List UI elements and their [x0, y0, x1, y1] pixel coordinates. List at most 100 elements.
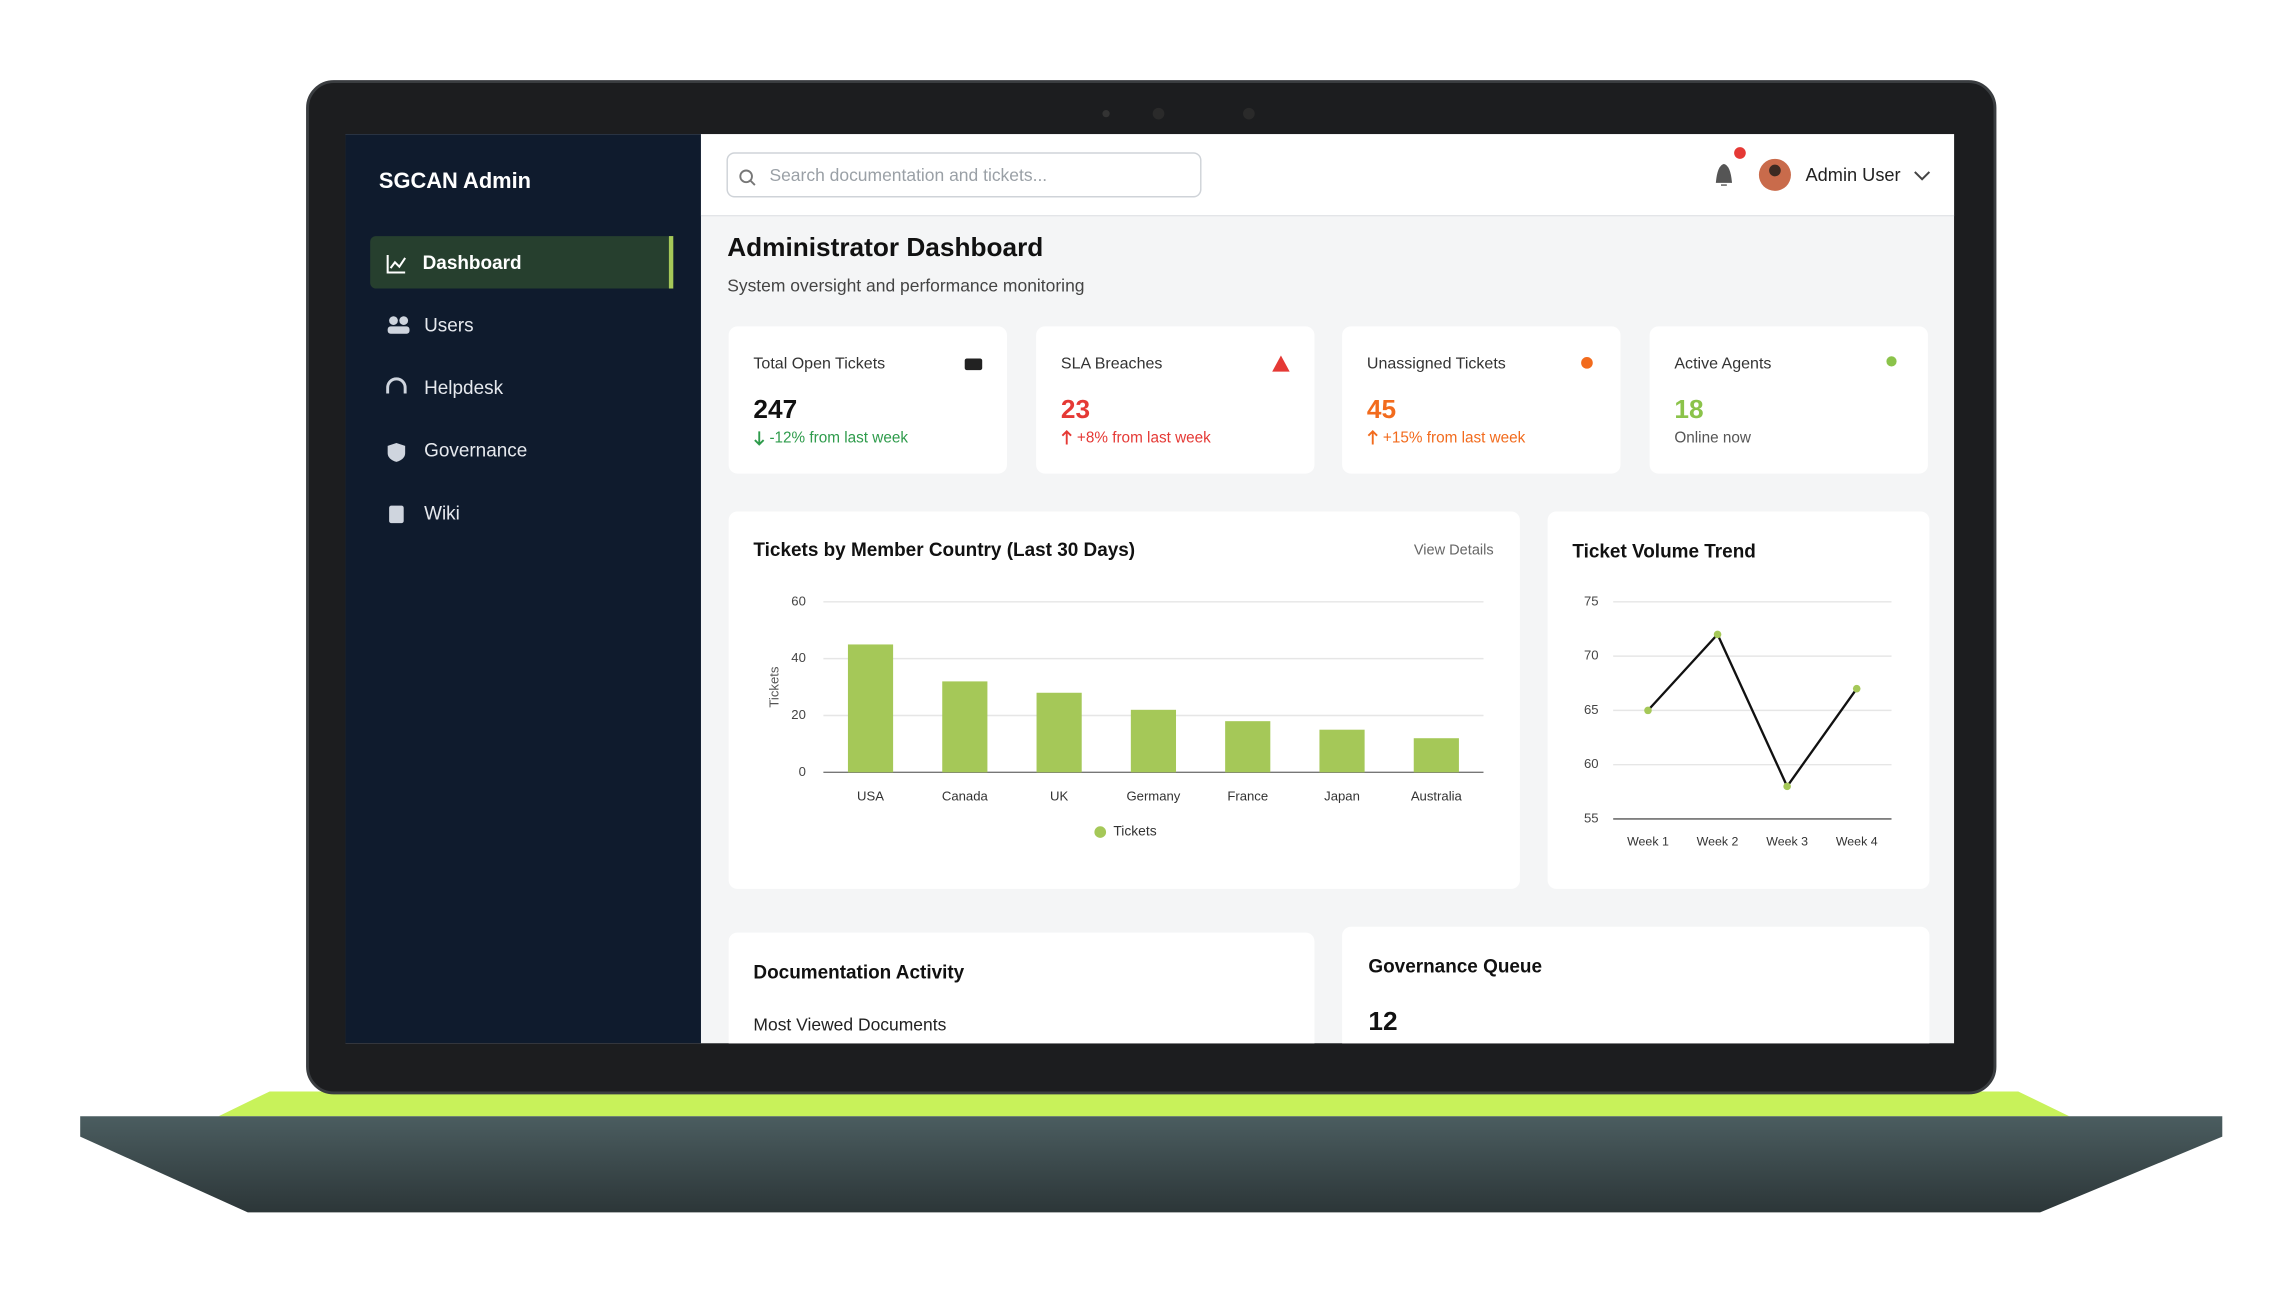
nav-item[interactable]: Users — [424, 315, 473, 336]
x-tick-label: USA — [857, 789, 884, 804]
stat-card — [1342, 326, 1621, 474]
stat-card — [1649, 326, 1928, 474]
point — [1852, 684, 1861, 693]
x-tick-label: UK — [1050, 789, 1068, 804]
y-tick-label: 20 — [791, 707, 806, 722]
nav-item[interactable]: Wiki — [424, 503, 460, 524]
bar — [1319, 729, 1365, 773]
laptop-hinge — [218, 1091, 2070, 1117]
bar — [1225, 721, 1271, 773]
trend-line — [1647, 632, 1858, 789]
page-title: Administrator Dashboard — [727, 232, 1043, 262]
stat-note: +8% from last week — [1077, 430, 1211, 447]
notification-dot — [1734, 147, 1746, 159]
stat-label: SLA Breaches — [1061, 355, 1163, 373]
avatar-face — [1769, 164, 1781, 177]
bar — [1413, 738, 1459, 773]
y-tick-label: 0 — [799, 764, 806, 779]
stat-value: 18 — [1674, 394, 1703, 424]
y-tick-label: 65 — [1584, 702, 1599, 717]
search-box[interactable] — [726, 152, 1202, 198]
point — [1644, 706, 1652, 715]
stat-value: 45 — [1367, 394, 1396, 424]
panel-card — [728, 932, 1315, 1044]
page-subtitle: System oversight and performance monitor… — [727, 276, 1084, 296]
y-tick-label: 70 — [1584, 648, 1599, 663]
nav-active-bg — [370, 236, 674, 289]
panel-card — [1342, 926, 1930, 1044]
y-tick-label: 55 — [1584, 810, 1599, 825]
y-tick-label: 60 — [791, 593, 806, 608]
bar — [1036, 692, 1082, 773]
legend-label: Tickets — [1113, 823, 1156, 839]
chart-card — [728, 511, 1520, 889]
icon-warning — [1272, 355, 1290, 372]
panel-value: 12 — [1368, 1006, 1397, 1036]
x-tick-label: Germany — [1126, 789, 1180, 804]
icon-book — [389, 505, 404, 524]
chart-title: Tickets by Member Country (Last 30 Days) — [753, 540, 1135, 561]
nav-item[interactable]: Helpdesk — [424, 378, 503, 399]
chart-card — [1547, 511, 1930, 889]
stat-note: -12% from last week — [769, 430, 908, 447]
y-axis-label: Tickets — [767, 666, 782, 707]
bar — [1130, 709, 1177, 773]
sensor — [1243, 107, 1255, 120]
laptop-base — [80, 1116, 2223, 1213]
icon-headset — [386, 377, 407, 394]
camera-dot — [1102, 110, 1110, 118]
icon-user-off — [1581, 357, 1593, 369]
brand: SGCAN Admin — [379, 168, 531, 193]
trend-arrow — [754, 431, 765, 446]
icon-shield — [387, 442, 406, 462]
chart-link: View Details — [1414, 543, 1494, 559]
stat-label: Total Open Tickets — [753, 355, 885, 373]
camera — [1152, 107, 1165, 120]
nav-item[interactable]: Dashboard — [423, 253, 522, 274]
stat-card — [1036, 326, 1315, 474]
y-tick-label: 40 — [791, 650, 806, 665]
x-tick-label: France — [1227, 789, 1268, 804]
stat-note: Online now — [1674, 430, 1751, 447]
panel-title: Governance Queue — [1368, 957, 1542, 978]
point — [1713, 630, 1722, 639]
icon-users — [387, 316, 410, 334]
stat-note: +15% from last week — [1383, 430, 1526, 447]
screen: SGCAN Admin Dashboard Users Helpdesk Gov… — [345, 134, 1955, 1044]
search-icon — [749, 180, 756, 186]
bar — [847, 644, 894, 773]
point — [1783, 782, 1791, 791]
search-icon — [739, 169, 753, 184]
stat-value: 23 — [1061, 394, 1090, 424]
stat-label: Active Agents — [1674, 355, 1771, 373]
panel-title: Documentation Activity — [753, 962, 964, 983]
search-placeholder: Search documentation and tickets... — [769, 165, 1047, 185]
x-tick-label: Week 3 — [1766, 835, 1808, 849]
x-tick-label: Week 2 — [1697, 835, 1739, 849]
bar — [942, 681, 988, 773]
x-tick-label: Australia — [1411, 789, 1463, 804]
icon-ticket — [964, 358, 983, 371]
x-tick-label: Canada — [942, 789, 989, 804]
icon-user-check — [1886, 356, 1897, 367]
chart-title: Ticket Volume Trend — [1572, 541, 1755, 562]
chevron[interactable] — [1914, 171, 1931, 181]
stat-card — [728, 326, 1007, 474]
y-tick-label: 75 — [1584, 593, 1599, 608]
stat-label: Unassigned Tickets — [1367, 355, 1506, 373]
trend-arrow — [1367, 429, 1378, 445]
stat-value: 247 — [753, 394, 797, 424]
icon-chart — [386, 255, 407, 274]
nav-active-bar — [668, 236, 674, 289]
panel-subtitle: Most Viewed Documents — [753, 1014, 946, 1034]
x-tick-label: Week 4 — [1836, 835, 1878, 849]
user-name[interactable]: Admin User — [1806, 165, 1901, 185]
x-tick-label: Japan — [1324, 789, 1360, 804]
x-tick-label: Week 1 — [1627, 835, 1669, 849]
nav-item[interactable]: Governance — [424, 441, 527, 462]
trend-arrow — [1061, 429, 1072, 445]
bell[interactable] — [1715, 163, 1733, 186]
y-tick-label: 60 — [1584, 756, 1599, 771]
